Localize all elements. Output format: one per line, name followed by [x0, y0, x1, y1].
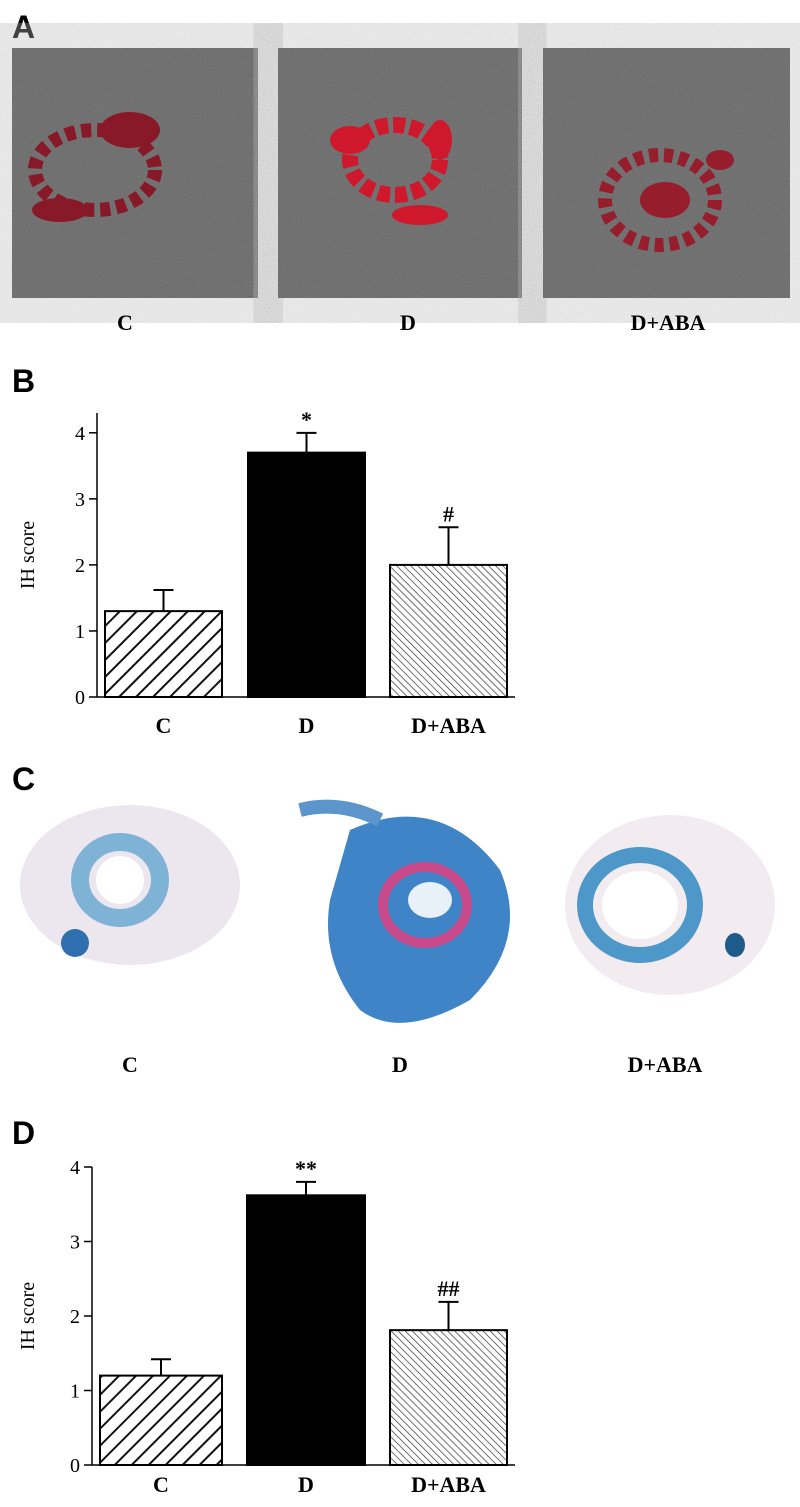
x-tick-label: C	[156, 713, 172, 738]
bar	[247, 451, 366, 698]
bar	[389, 1329, 508, 1467]
panel-label: B	[12, 363, 35, 399]
y-tick-label: 1	[70, 1381, 80, 1403]
fluorescence-image	[278, 48, 522, 298]
y-tick-label: 4	[75, 423, 85, 445]
fluorescence-image	[12, 48, 258, 298]
bar	[104, 610, 223, 698]
y-tick-label: 2	[70, 1306, 80, 1328]
y-tick-label: 3	[70, 1232, 80, 1254]
bar	[246, 1194, 366, 1467]
y-tick-label: 0	[75, 687, 85, 709]
panel-label: C	[12, 761, 35, 797]
significance-mark: *	[301, 407, 312, 432]
significance-mark: ##	[438, 1276, 460, 1301]
stain-image	[20, 805, 240, 965]
image-caption: C	[122, 1052, 138, 1077]
image-caption: D	[392, 1052, 408, 1077]
significance-mark: **	[295, 1156, 317, 1181]
x-tick-label: D	[298, 1472, 314, 1497]
bar	[99, 1374, 223, 1466]
y-axis-label: IH score	[17, 1282, 39, 1350]
y-tick-label: 1	[75, 621, 85, 643]
significance-mark: #	[443, 501, 454, 526]
panel-label: A	[12, 9, 35, 45]
image-caption: D+ABA	[628, 1052, 703, 1077]
x-tick-label: D+ABA	[411, 1472, 486, 1497]
image-caption: D	[400, 310, 416, 335]
stain-image	[565, 815, 775, 995]
fluorescence-image	[543, 48, 790, 298]
x-tick-label: D	[299, 713, 315, 738]
x-tick-label: C	[153, 1472, 169, 1497]
image-caption: C	[117, 310, 133, 335]
stain-image	[298, 799, 510, 1023]
image-caption: D+ABA	[631, 310, 706, 335]
y-tick-label: 4	[70, 1157, 80, 1179]
y-axis-label: IH score	[17, 521, 39, 589]
panel-label: D	[12, 1115, 35, 1151]
x-tick-label: D+ABA	[411, 713, 486, 738]
y-tick-label: 2	[75, 555, 85, 577]
y-tick-label: 3	[75, 489, 85, 511]
bar	[389, 563, 508, 698]
y-tick-label: 0	[70, 1455, 80, 1477]
